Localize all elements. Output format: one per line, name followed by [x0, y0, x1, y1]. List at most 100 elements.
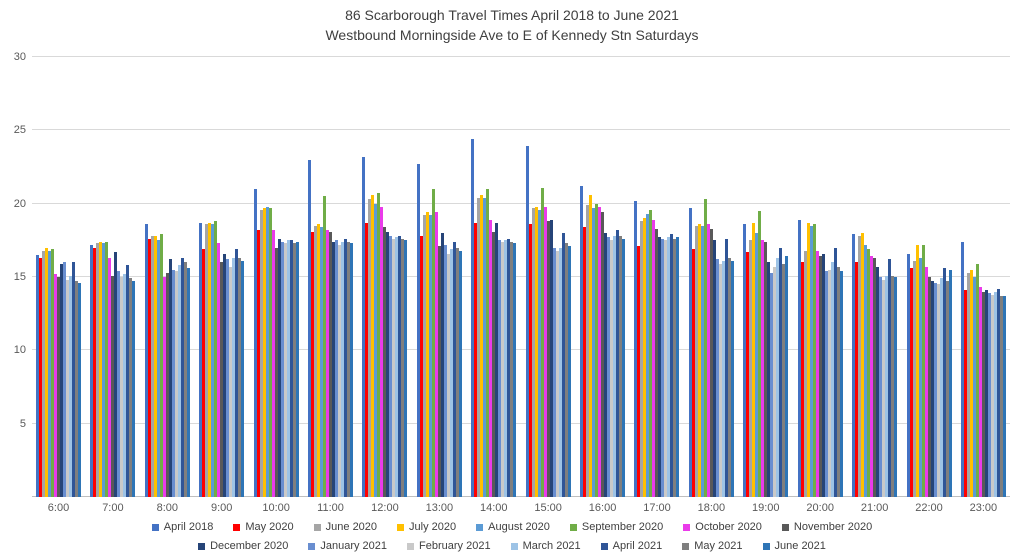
bar	[1002, 296, 1006, 497]
x-tick-label: 6:00	[47, 502, 70, 514]
bar-group-10:00	[253, 57, 299, 497]
bar	[909, 268, 913, 497]
bar	[229, 266, 233, 497]
bar	[712, 240, 716, 497]
bar	[888, 259, 892, 497]
bar	[927, 277, 931, 497]
x-tick-label: 9:00	[211, 502, 233, 514]
legend-label: December 2020	[210, 540, 289, 552]
legend-swatch-icon	[397, 523, 405, 531]
bar	[501, 241, 505, 497]
bar	[404, 240, 408, 497]
bar	[308, 159, 312, 497]
bar	[280, 241, 284, 497]
bar-group-9:00	[199, 57, 245, 497]
bar	[314, 225, 318, 497]
bar	[398, 235, 402, 497]
bar	[326, 230, 330, 497]
bar	[474, 222, 478, 497]
bar	[852, 234, 856, 497]
chart-title-line1: 86 Scarborough Travel Times April 2018 t…	[345, 7, 679, 23]
bar	[431, 189, 435, 497]
bar	[933, 282, 937, 497]
bar	[69, 275, 72, 497]
bar	[171, 269, 175, 497]
bar	[546, 221, 550, 497]
bar-group-11:00	[308, 57, 354, 497]
bar-group-23:00	[960, 57, 1006, 497]
bar	[129, 278, 133, 497]
legend-label: January 2021	[320, 540, 388, 552]
gridline	[32, 349, 1010, 351]
bar	[183, 262, 187, 497]
bar	[48, 250, 51, 497]
bar	[785, 256, 789, 497]
bar	[434, 212, 438, 497]
bar	[39, 257, 42, 497]
legend-item: May 2021	[682, 540, 743, 552]
bar	[721, 260, 725, 497]
bar	[975, 263, 979, 497]
bar	[253, 189, 257, 497]
bar	[102, 243, 106, 497]
legend-label: August 2020	[488, 521, 550, 533]
bar	[108, 257, 112, 497]
bar	[673, 238, 677, 497]
gridline	[32, 202, 1010, 204]
bar	[873, 257, 877, 497]
legend-label: April 2018	[163, 521, 214, 533]
legend-label: July 2020	[409, 521, 457, 533]
bar	[241, 260, 245, 497]
bar	[981, 291, 985, 497]
bar	[543, 206, 547, 497]
bar	[815, 250, 819, 497]
x-tick-label: 21:00	[860, 502, 889, 514]
bar	[365, 222, 369, 497]
bar	[117, 271, 121, 497]
bar	[827, 269, 831, 497]
bar	[800, 262, 804, 497]
legend-swatch-icon	[151, 523, 159, 531]
bar	[162, 277, 166, 497]
bar	[144, 224, 148, 497]
bar	[510, 241, 514, 497]
legend-swatch-icon	[683, 523, 691, 531]
bar	[232, 257, 236, 497]
bar-group-15:00	[525, 57, 571, 497]
bar	[159, 234, 163, 497]
bar	[335, 240, 339, 497]
bar	[165, 272, 169, 497]
bar	[773, 266, 777, 497]
legend-label: April 2021	[612, 540, 663, 552]
bar-group-7:00	[90, 57, 136, 497]
bar	[507, 238, 511, 497]
legend-swatch-icon	[476, 523, 484, 531]
bar	[724, 238, 728, 497]
bar	[930, 281, 934, 497]
bar	[486, 189, 490, 497]
bar	[993, 291, 997, 497]
bar	[589, 194, 593, 497]
bar	[489, 219, 493, 497]
bar	[492, 231, 496, 497]
bar	[259, 209, 263, 497]
bar	[867, 249, 871, 497]
bar	[564, 243, 568, 497]
bar	[664, 240, 668, 497]
gridline	[32, 129, 1010, 131]
bar	[667, 237, 671, 497]
bar	[75, 281, 78, 497]
legend-label: May 2021	[694, 540, 743, 552]
x-tick-label: 14:00	[479, 502, 508, 514]
bar	[78, 282, 81, 497]
bar-group-16:00	[580, 57, 626, 497]
bar	[211, 224, 215, 497]
bar	[730, 260, 734, 497]
bar	[598, 206, 602, 497]
bar	[767, 262, 771, 497]
bar	[727, 257, 731, 497]
bar	[912, 260, 916, 497]
bar	[963, 290, 967, 497]
bar	[401, 238, 405, 497]
bar	[782, 263, 786, 497]
